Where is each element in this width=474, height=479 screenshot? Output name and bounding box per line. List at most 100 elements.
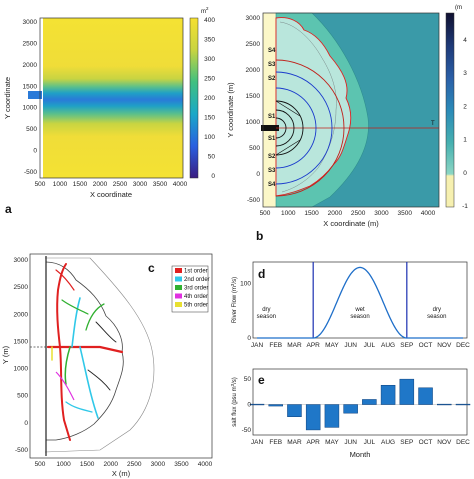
panel-e-x-axis-label: Month xyxy=(350,450,371,459)
panel-c-channel xyxy=(65,401,93,413)
panel-c-channel xyxy=(64,346,71,385)
panel-e-x-tick: FEB xyxy=(269,439,282,446)
panel-c-legend-swatch xyxy=(175,276,182,282)
panel-c-y-tick: 0 xyxy=(24,420,28,427)
panel-b-radial-line xyxy=(275,100,301,117)
salt-flux-bar xyxy=(399,378,415,405)
panel-c-x-tick: 2000 xyxy=(103,461,118,468)
panel-d-x-tick: JUL xyxy=(364,342,376,349)
panel-a-x-axis-label: X coordinate xyxy=(90,190,132,199)
panel-a-x-tick: 2500 xyxy=(113,181,128,188)
panel-b-frame xyxy=(262,12,440,208)
panel-c-y-tick: 500 xyxy=(17,393,28,400)
panel-a-y-tick: 1500 xyxy=(23,83,38,90)
panel-b-y-tick: 3000 xyxy=(246,15,261,22)
panel-b-section-label: S3 xyxy=(268,62,276,68)
panel-c-x-tick: 3500 xyxy=(174,461,189,468)
panel-d-y-axis-label: River Flow (m3/s) xyxy=(230,277,238,323)
panel-b-y-axis-label: Y coordinate (m) xyxy=(226,82,235,138)
panel-c-channel xyxy=(87,369,111,391)
panel-b-x-tick: 500 xyxy=(260,210,271,217)
panel-d-x-tick: FEB xyxy=(269,342,282,349)
panel-a-x-tick: 500 xyxy=(35,181,46,188)
panel-c-channel xyxy=(55,269,75,291)
panel-c-legend-swatch xyxy=(175,293,182,299)
panel-e-x-tick: NOV xyxy=(437,439,452,446)
panel-d-x-tick: JAN xyxy=(251,342,264,349)
panel-a-y-tick: 1000 xyxy=(23,105,38,112)
panel-e: JAN FEB MAR APR MAY JUN JUL AUG SEP OCT NOV DEC 50 0… xyxy=(230,368,471,459)
panel-c-channel xyxy=(95,321,117,343)
panel-b-y-tick: 500 xyxy=(249,145,260,152)
panel-b-y-tick: -500 xyxy=(247,197,260,204)
panel-b-label: b xyxy=(256,229,263,243)
panel-b-section-arc xyxy=(275,109,295,147)
panel-b-colorbar-tick: -1 xyxy=(462,203,468,210)
salt-flux-bar xyxy=(268,404,283,407)
panel-a-y-tick: 0 xyxy=(33,148,37,155)
panel-b-colorbar xyxy=(445,12,455,208)
panel-a-inlet-marker xyxy=(28,91,42,99)
panel-e-x-tick: APR xyxy=(306,439,320,446)
panel-e-y-tick: 0 xyxy=(247,402,251,409)
panel-c-x-tick: 4000 xyxy=(198,461,213,468)
panel-b-colorbar-tick: 1 xyxy=(463,137,467,144)
panel-a-colorbar-y-tick: 250 xyxy=(204,76,215,83)
salt-flux-bar xyxy=(437,403,452,406)
panel-d-label: d xyxy=(258,267,265,281)
panel-d-x-tick: DEC xyxy=(456,342,470,349)
panel-d-season-label: dry xyxy=(433,307,441,313)
panel-a-colorbar-y-tick: 100 xyxy=(204,134,215,141)
panel-c-legend-swatch xyxy=(175,285,182,290)
panel-b-radial-line xyxy=(275,139,301,156)
panel-a-x-tick: 1000 xyxy=(53,181,68,188)
panel-c-channel xyxy=(55,371,75,401)
panel-c-legend-swatch xyxy=(175,302,182,307)
panel-c-legend-label: 2nd order xyxy=(184,277,210,283)
panel-c-channel xyxy=(46,345,124,354)
panel-d-season-label: wet xyxy=(354,307,365,313)
panel-a-y-tick: 2500 xyxy=(23,40,38,47)
panel-a-colorbar-unit: m2 xyxy=(201,6,209,15)
panel-c-legend-label: 4th order xyxy=(184,294,208,300)
panel-b-x-tick: 2500 xyxy=(351,210,366,217)
panel-b-section-label: S2 xyxy=(268,76,276,82)
panel-b-colorbar-tick: 0 xyxy=(463,170,467,177)
panel-b-y-tick: 1000 xyxy=(246,119,261,126)
panel-c-legend-label: 3rd order xyxy=(184,286,208,292)
panel-c-channel xyxy=(56,263,67,348)
panel-b-section-arc xyxy=(275,117,287,139)
panel-a-y-tick: 500 xyxy=(26,126,37,133)
panel-b-x-tick: 1500 xyxy=(304,210,319,217)
panel-d-season-label: season xyxy=(257,314,276,320)
panel-b-section-arc xyxy=(275,59,345,197)
panel-c-outer-boundary xyxy=(44,257,155,453)
panel-a-colorbar-y-tick: 200 xyxy=(204,95,215,102)
panel-d-x-tick: JUN xyxy=(344,342,357,349)
panel-e-x-tick: OCT xyxy=(419,439,433,446)
panel-a-frame xyxy=(39,17,184,179)
panel-b-section-label: S2 xyxy=(268,154,276,160)
panel-b-colorbar-tick: 2 xyxy=(463,103,467,110)
panel-a-colorbar-y-tick: 50 xyxy=(208,154,216,161)
panel-b-x-tick: 1000 xyxy=(281,210,296,217)
panel-e-y-tick: -50 xyxy=(242,427,252,434)
panel-b-y-tick: 2500 xyxy=(246,41,261,48)
panel-c-y-tick: -500 xyxy=(15,447,28,454)
panel-c-legend-label: 5th order xyxy=(184,303,208,309)
panel-b-marsh-edge xyxy=(279,21,337,193)
river-flow-line xyxy=(257,266,463,339)
panel-a-y-tick: -500 xyxy=(24,169,37,176)
panel-a-plot-area xyxy=(40,18,183,178)
salt-flux-bar xyxy=(249,403,265,406)
panel-d-x-tick: APR xyxy=(306,342,320,349)
panel-e-x-tick: MAR xyxy=(287,439,302,446)
panel-c-channel xyxy=(61,299,89,315)
panel-d-x-tick: AUG xyxy=(381,342,395,349)
salt-flux-bar xyxy=(418,387,433,405)
salt-flux-bar xyxy=(380,384,396,405)
panel-d-y-tick: 100 xyxy=(240,281,251,288)
panel-b-section-arc xyxy=(275,87,317,169)
